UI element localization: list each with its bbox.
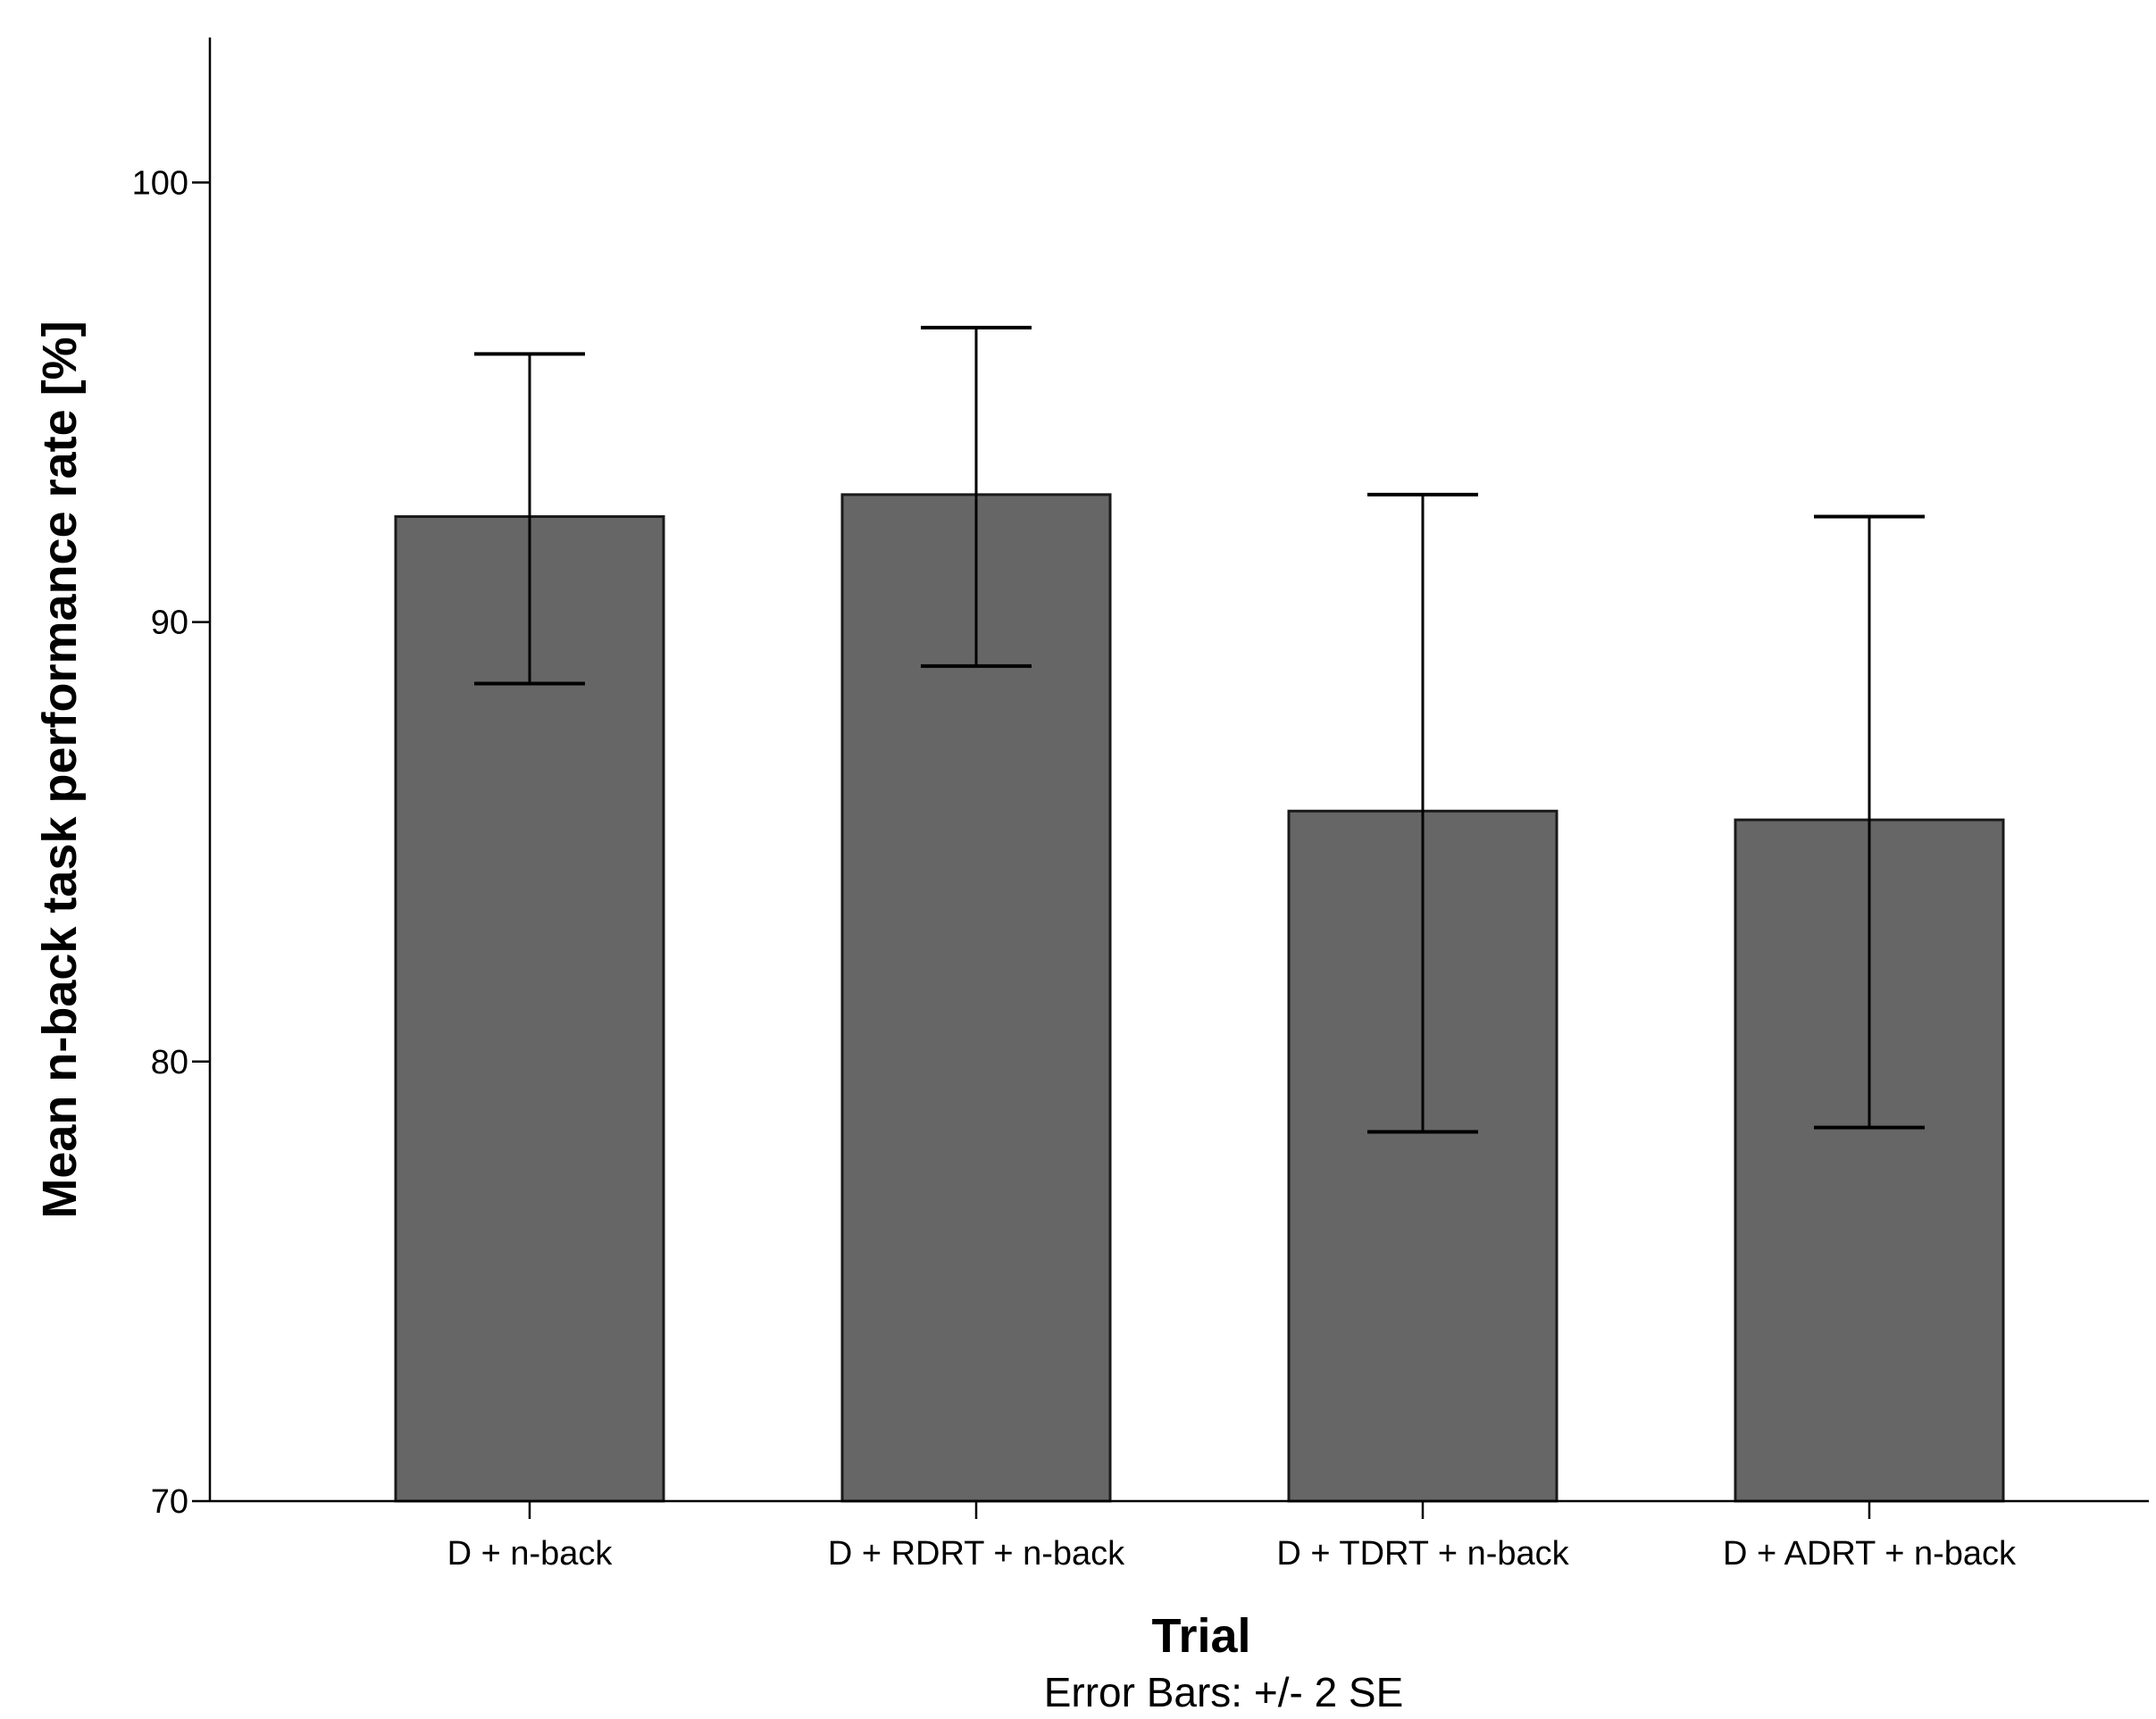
y-tick-label-90: 90 (151, 605, 188, 642)
error-bars-note: Error Bars: +/- 2 SE (1044, 1669, 1404, 1715)
x-ticks-group: D + n-back D + RDRT + n-back D + TDRT + n-… (447, 1501, 2017, 1573)
y-axis-title: Mean n-back task performance rate [%] (33, 321, 87, 1218)
y-tick-label-80: 80 (151, 1044, 188, 1081)
x-tick-label-2: D + RDRT + n-back (828, 1535, 1125, 1573)
y-tick-label-70: 70 (151, 1483, 188, 1521)
y-ticks-group: 70 80 90 100 (132, 164, 210, 1521)
bars-group (394, 493, 2005, 1503)
y-tick-label-100: 100 (132, 164, 188, 202)
x-tick-label-1: D + n-back (447, 1535, 614, 1573)
x-tick-label-3: D + TDRT + n-back (1276, 1535, 1569, 1573)
x-tick-label-4: D + ADRT + n-back (1723, 1535, 2017, 1573)
x-axis-title: Trial (1151, 1609, 1250, 1663)
error-bars-group (474, 325, 1925, 1134)
